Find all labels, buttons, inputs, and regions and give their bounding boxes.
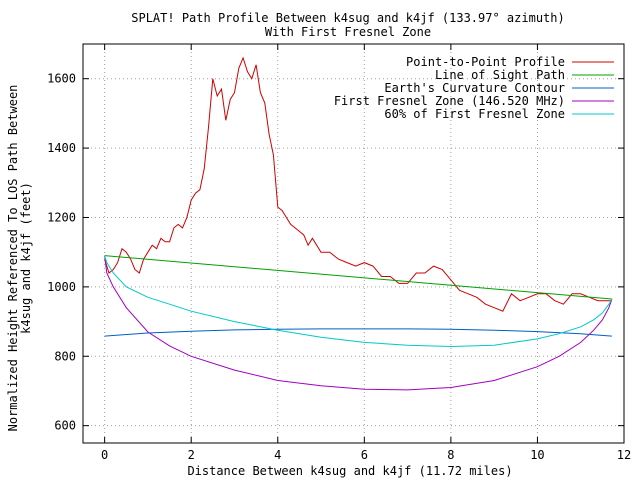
y-tick-label: 1400 (47, 141, 76, 155)
y-tick-label: 1200 (47, 210, 76, 224)
y-axis-label-line-1: Normalized Height Referenced To LOS Path… (6, 85, 20, 432)
y-tick-label: 600 (54, 419, 76, 433)
y-axis-label-line-2: k4sug and k4jf (feet) (19, 182, 33, 334)
series-point-to-point-profile (104, 56, 612, 312)
x-tick-label: 2 (188, 448, 195, 462)
legend-label-point-to-point-profile: Point-to-Point Profile (406, 55, 565, 69)
x-tick-label: 0 (101, 448, 108, 462)
axis-ticks: 0 2 4 6 8 10 12 600 800 1000 1200 1400 1600 (47, 44, 631, 462)
chart-title: SPLAT! Path Profile Between k4sug and k4… (131, 11, 564, 25)
series-layer (104, 56, 613, 391)
y-tick-label: 1600 (47, 72, 76, 86)
series-earth-s-curvature-contour (104, 328, 612, 337)
y-tick-label: 1000 (47, 280, 76, 294)
x-axis-label: Distance Between k4sug and k4jf (11.72 m… (187, 464, 512, 478)
x-tick-label: 12 (617, 448, 631, 462)
series-60-of-first-fresnel-zone (104, 255, 613, 348)
legend-label-60-of-first-fresnel-zone: 60% of First Fresnel Zone (384, 107, 565, 121)
chart-subtitle: With First Fresnel Zone (265, 25, 431, 39)
plot-frame (82, 43, 625, 444)
x-tick-label: 10 (530, 448, 544, 462)
series-line-of-sight-path (104, 255, 612, 300)
x-tick-label: 4 (274, 448, 281, 462)
x-tick-label: 8 (447, 448, 454, 462)
series-first-fresnel-zone-146-520-mhz (104, 255, 613, 391)
grid-lines (83, 44, 624, 443)
legend-label-first-fresnel-zone-146-520-mhz: First Fresnel Zone (146.520 MHz) (334, 94, 565, 108)
x-tick-label: 6 (361, 448, 368, 462)
legend-label-line-of-sight-path: Line of Sight Path (435, 68, 565, 82)
legend-label-earth-s-curvature-contour: Earth's Curvature Contour (384, 81, 565, 95)
y-tick-label: 800 (54, 349, 76, 363)
